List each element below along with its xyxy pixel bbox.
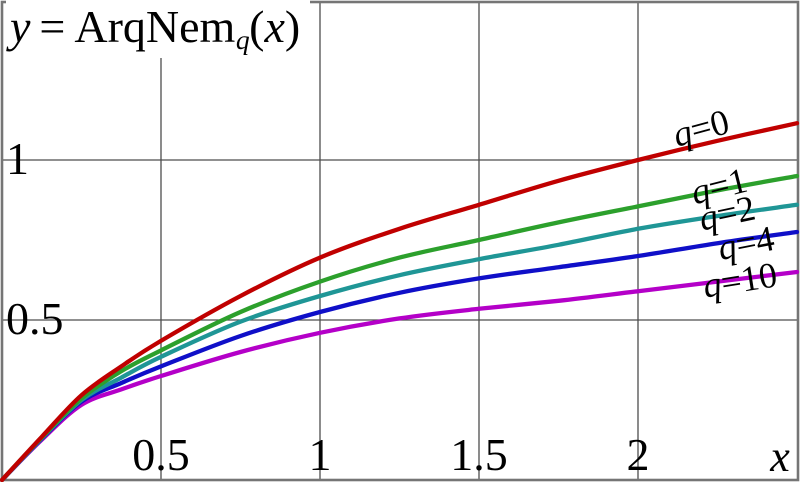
curve-q=4 xyxy=(0,229,800,482)
title-equals-sign: = xyxy=(39,1,66,52)
x-tick-label-2: 2 xyxy=(626,429,650,480)
title-open-paren: ( xyxy=(249,1,265,52)
curve-q=0 xyxy=(0,121,800,482)
x-axis-label: x xyxy=(770,432,790,481)
plot-title: y = ArqNemq(x) xyxy=(6,0,311,58)
title-subscript-q: q xyxy=(235,23,250,55)
x-tick-label-1.5: 1.5 xyxy=(450,429,508,480)
curve-q=10 xyxy=(0,269,800,482)
title-var-x: x xyxy=(264,1,285,52)
y-tick-label-1: 1 xyxy=(6,133,29,184)
curve-q=1 xyxy=(0,173,800,482)
title-function-name: ArqNem xyxy=(74,1,236,52)
title-var-y: y xyxy=(10,1,31,52)
x-tick-label-0.5: 0.5 xyxy=(132,429,190,480)
y-tick-label-0.5: 0.5 xyxy=(6,293,64,344)
curve-q=2 xyxy=(0,202,800,482)
x-tick-label-1: 1 xyxy=(308,429,332,480)
title-close-paren: ) xyxy=(284,1,301,52)
